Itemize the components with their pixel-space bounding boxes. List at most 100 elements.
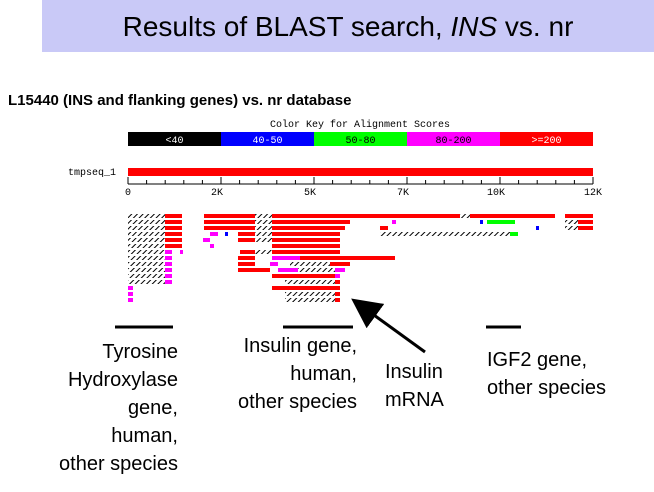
axis-label: 7K xyxy=(397,188,409,199)
hit-segment xyxy=(128,244,165,248)
subtitle: L15440 (INS and flanking genes) vs. nr d… xyxy=(8,92,351,109)
hit-segment xyxy=(128,262,165,266)
hit-segment xyxy=(128,214,165,218)
hit-segment xyxy=(300,274,335,278)
hit-segment xyxy=(272,244,340,248)
key-label: 50-80 xyxy=(345,136,375,147)
hit-segment xyxy=(128,232,165,236)
hit-segment xyxy=(165,250,172,254)
hit-segment xyxy=(380,232,510,236)
hit-segment xyxy=(510,232,518,236)
key-label: 80-200 xyxy=(435,136,471,147)
axis-label: 0 xyxy=(125,188,131,199)
annotation-line: human, xyxy=(290,363,357,385)
hit-segment xyxy=(392,220,396,224)
hit-segment xyxy=(128,220,165,224)
title-part: INS xyxy=(450,11,497,42)
hit-segment xyxy=(165,256,172,260)
hit-segment xyxy=(165,268,172,272)
hit-segment xyxy=(128,292,133,296)
hit-segment xyxy=(238,262,255,266)
hit-segment xyxy=(335,292,340,296)
hit-segment xyxy=(238,232,255,236)
hit-segment xyxy=(128,268,165,272)
hit-segment xyxy=(255,220,272,224)
annotation-line: IGF2 gene, xyxy=(487,349,587,371)
hit-segment xyxy=(565,226,578,230)
hit-segment xyxy=(335,286,340,290)
hit-segment xyxy=(128,226,165,230)
hit-segment xyxy=(255,232,272,236)
hit-segment xyxy=(238,268,270,272)
annotation-line: other species xyxy=(487,377,606,399)
hit-segment xyxy=(335,268,345,272)
key-label: <40 xyxy=(165,136,183,147)
hit-segment xyxy=(272,232,340,236)
hit-segment xyxy=(272,286,290,290)
hit-segment xyxy=(165,232,182,236)
hit-segment xyxy=(290,262,330,266)
hit-segment xyxy=(204,220,255,224)
hit-segment xyxy=(128,256,165,260)
annotation-line: Tyrosine xyxy=(102,341,178,363)
hit-segment xyxy=(204,226,255,230)
hit-segment xyxy=(128,238,165,242)
hit-segment xyxy=(330,262,350,266)
hit-segment xyxy=(210,244,214,248)
query-bar xyxy=(128,168,593,176)
hit-segment xyxy=(480,220,483,224)
hit-segment xyxy=(536,226,539,230)
hit-segment xyxy=(272,238,340,242)
annotation-line: Insulin gene, xyxy=(244,335,357,357)
hit-segment xyxy=(128,298,133,302)
hit-segment xyxy=(128,280,165,284)
hit-segment xyxy=(290,286,335,290)
title-box xyxy=(42,0,654,52)
hit-segment xyxy=(225,232,228,236)
hit-segment xyxy=(165,214,182,218)
hit-segment xyxy=(335,274,340,278)
hit-segment xyxy=(285,280,335,284)
annotation-line: Hydroxylase xyxy=(68,369,178,391)
annotations: Tyrosine Hydroxylase gene, human, other spec… xyxy=(59,335,606,475)
hit-segment xyxy=(272,226,345,230)
hit-segment xyxy=(165,280,172,284)
key-swatch xyxy=(128,132,221,146)
hit-segment xyxy=(203,238,210,242)
hit-segment xyxy=(165,274,172,278)
axis-label: 10K xyxy=(487,188,505,199)
hit-segment xyxy=(165,220,182,224)
hit-segment xyxy=(272,250,340,254)
hit-segment xyxy=(285,292,335,296)
key-label: 40-50 xyxy=(252,136,282,147)
hit-segment xyxy=(128,274,165,278)
hit-segment xyxy=(238,238,255,242)
hit-segment xyxy=(298,268,335,272)
hit-segment xyxy=(204,214,255,218)
hit-segment xyxy=(272,274,300,278)
hit-segment xyxy=(300,256,340,260)
query-name: tmpseq_1 xyxy=(68,168,116,179)
hit-segment xyxy=(272,256,300,260)
hit-segment xyxy=(180,250,183,254)
key-label: >=200 xyxy=(531,136,561,147)
key-swatch xyxy=(314,132,407,146)
hit-segment xyxy=(335,298,340,302)
hit-segment xyxy=(272,214,355,218)
hit-segment xyxy=(578,220,593,224)
key-swatch xyxy=(500,132,593,146)
hit-segment xyxy=(380,226,388,230)
hit-segment xyxy=(565,220,578,224)
key-title: Color Key for Alignment Scores xyxy=(270,119,450,131)
color-key: <40 40-50 50-80 80-200 >=200 xyxy=(128,132,593,147)
hit-segment xyxy=(270,262,278,266)
hits xyxy=(128,214,593,302)
hit-segment xyxy=(255,226,272,230)
annotation-line: other species xyxy=(59,453,178,475)
annotation-line: gene, xyxy=(128,397,178,419)
axis-label: 5K xyxy=(304,188,316,199)
arrow xyxy=(351,298,426,354)
hit-segment xyxy=(340,256,395,260)
hit-segment xyxy=(165,244,182,248)
